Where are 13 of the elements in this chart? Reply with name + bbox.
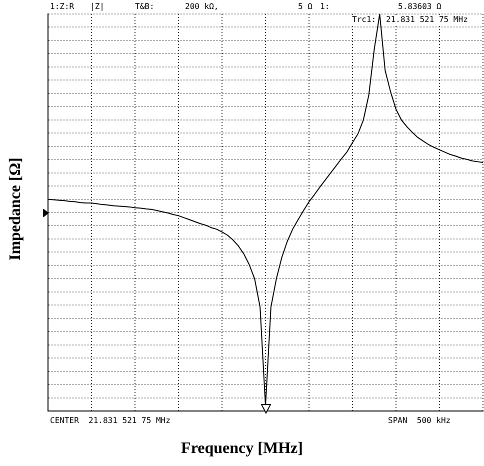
text: 1: bbox=[320, 2, 330, 11]
text: 1:Z:R bbox=[50, 2, 74, 11]
y-axis-title: Impedance [Ω] bbox=[7, 156, 25, 263]
text: CENTER 21.831 521 75 MHz bbox=[50, 416, 170, 425]
text: 200 kΩ, bbox=[185, 2, 219, 11]
annotation: Trc1: bbox=[352, 15, 376, 24]
text: |Z| bbox=[90, 2, 104, 11]
text: T&B: bbox=[135, 2, 154, 11]
x-axis-title: Frequency [MHz] bbox=[180, 440, 304, 458]
text: 5.83603 Ω bbox=[398, 2, 442, 11]
annotation: 21.831 521 75 MHz bbox=[386, 15, 468, 24]
text: 5 Ω bbox=[298, 2, 312, 11]
text: SPAN 500 kHz bbox=[388, 416, 451, 425]
